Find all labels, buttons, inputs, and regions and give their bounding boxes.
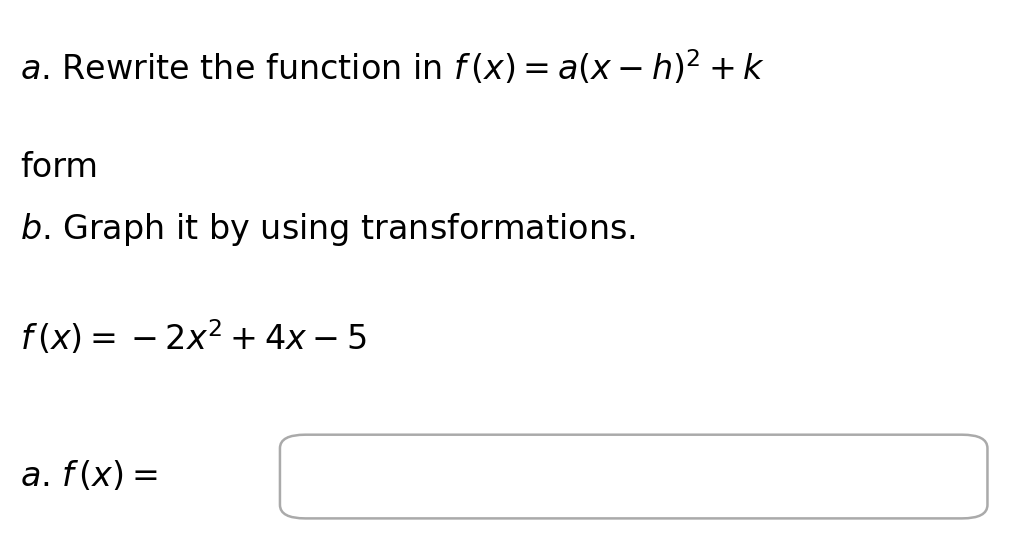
- Text: form: form: [20, 151, 99, 184]
- FancyBboxPatch shape: [280, 435, 987, 518]
- Text: $b$. Graph it by using transformations.: $b$. Graph it by using transformations.: [20, 211, 636, 248]
- Text: $a$. $f\,(x) =$: $a$. $f\,(x) =$: [20, 459, 158, 493]
- Text: $f\,(x) = -2x^{2} + 4x - 5$: $f\,(x) = -2x^{2} + 4x - 5$: [20, 319, 366, 357]
- Text: $a$. Rewrite the function in $f\,(x) = a(x-h)^{2} + k$: $a$. Rewrite the function in $f\,(x) = a…: [20, 49, 766, 87]
